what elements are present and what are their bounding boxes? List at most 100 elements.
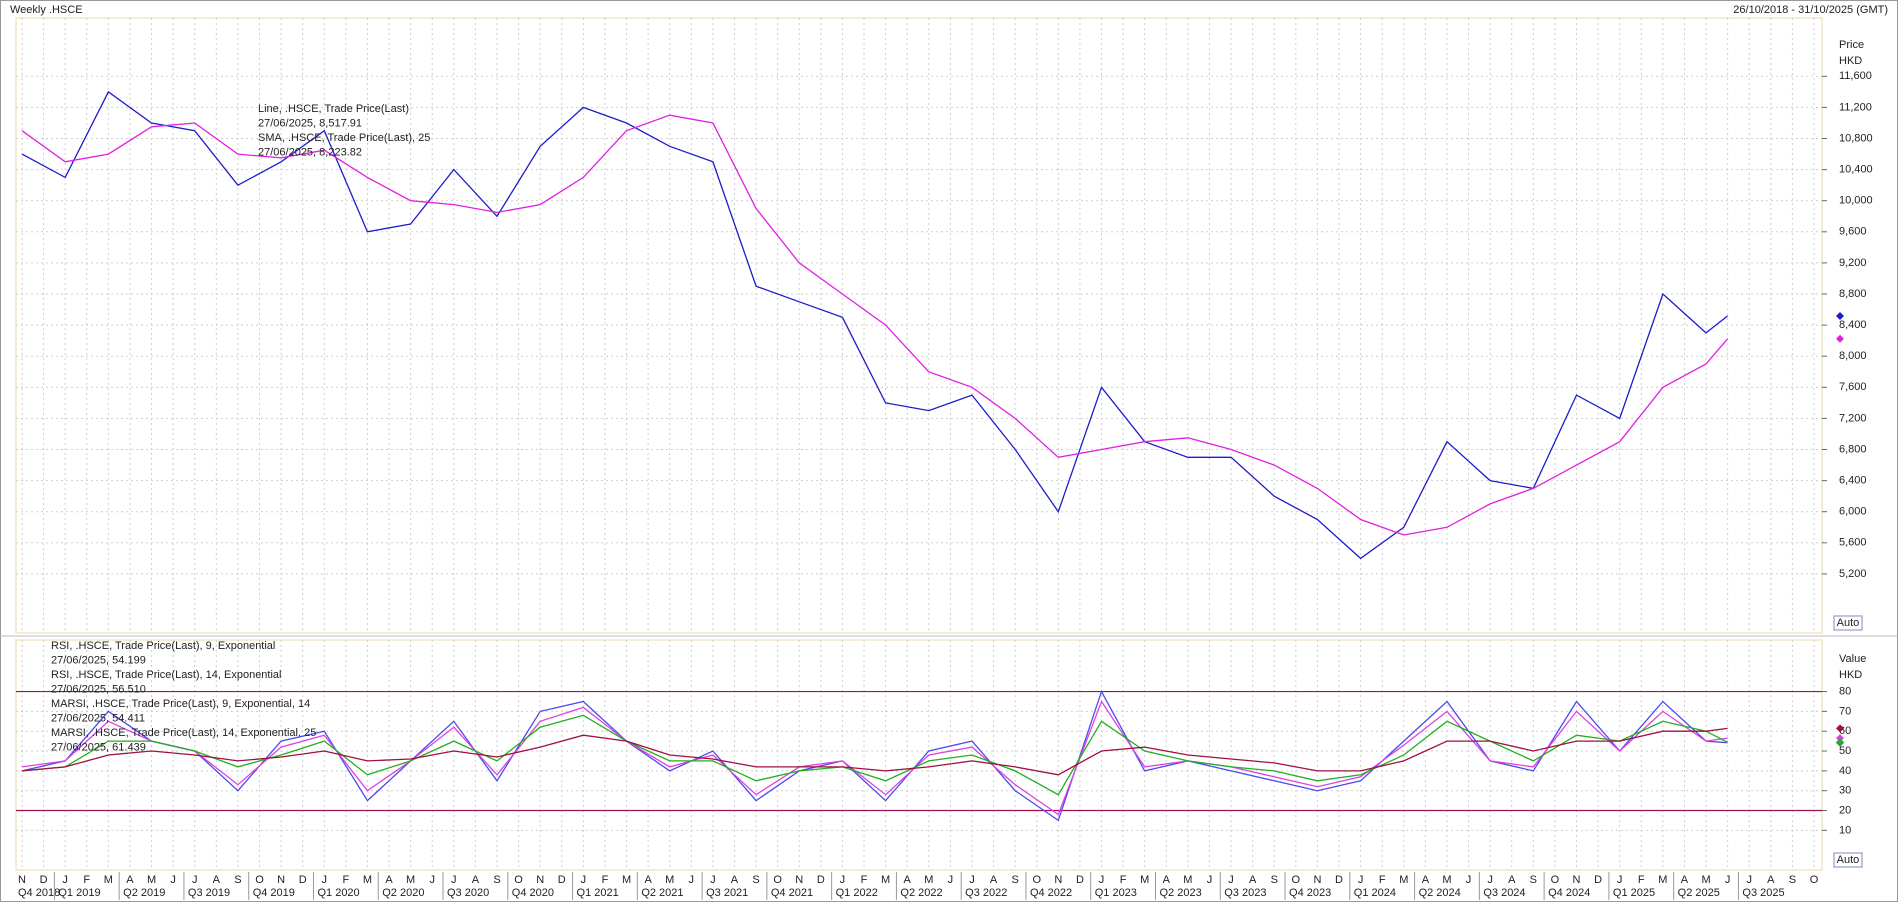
y-tick-label: 5,200 [1839, 568, 1867, 580]
scale-button[interactable] [1833, 615, 1863, 631]
month-label: F [1379, 874, 1386, 886]
quarter-label: Q4 2019 [253, 887, 295, 899]
y-tick-label: 5,600 [1839, 537, 1867, 549]
y-tick-label: 10,800 [1839, 132, 1873, 144]
month-label: O [1551, 874, 1560, 886]
month-label: F [602, 874, 609, 886]
legend-last-value: 27/06/2025, 8,223.82 [258, 146, 362, 158]
month-label: M [1701, 874, 1710, 886]
y-tick-label: 6,400 [1839, 475, 1867, 487]
quarter-label: Q3 2023 [1224, 887, 1266, 899]
y-tick-label: 9,600 [1839, 226, 1867, 238]
month-label: A [213, 874, 221, 886]
month-label: J [1746, 874, 1752, 886]
quarter-label: Q4 2022 [1030, 887, 1072, 899]
y-tick-label: 70 [1839, 705, 1851, 717]
month-label: M [665, 874, 674, 886]
quarter-label: Q2 2020 [382, 887, 424, 899]
series-line [21, 727, 1728, 776]
month-label: S [493, 874, 500, 886]
quarter-label: Q3 2019 [188, 887, 230, 899]
month-label: F [861, 874, 868, 886]
quarter-label: Q3 2025 [1742, 887, 1784, 899]
month-label: M [622, 874, 631, 886]
month-label: N [536, 874, 544, 886]
y-tick-label: 30 [1839, 785, 1851, 797]
month-label: M [924, 874, 933, 886]
month-label: A [990, 874, 998, 886]
scale-button-label[interactable]: Auto [1837, 854, 1860, 866]
month-label: N [277, 874, 285, 886]
month-label: S [1789, 874, 1796, 886]
month-label: A [1163, 874, 1171, 886]
month-label: A [1422, 874, 1430, 886]
month-label: S [752, 874, 759, 886]
month-label: M [406, 874, 415, 886]
date-range: 26/10/2018 - 31/10/2025 (GMT) [1733, 4, 1888, 16]
month-label: F [1638, 874, 1645, 886]
month-label: J [451, 874, 457, 886]
month-label: N [1054, 874, 1062, 886]
month-label: D [1594, 874, 1602, 886]
month-label: N [795, 874, 803, 886]
quarter-label: Q1 2022 [836, 887, 878, 899]
series-line [21, 114, 1729, 536]
month-label: A [644, 874, 652, 886]
scale-button[interactable] [1833, 852, 1863, 868]
month-label: A [126, 874, 134, 886]
month-label: S [1530, 874, 1537, 886]
y-tick-label: 11,600 [1839, 70, 1872, 82]
y-tick-label: 8,000 [1839, 350, 1867, 362]
series-line [21, 689, 1728, 822]
month-label: J [1725, 874, 1731, 886]
month-label: O [1810, 874, 1819, 886]
quarter-label: Q1 2025 [1613, 887, 1655, 899]
month-label: J [1617, 874, 1623, 886]
month-label: J [1099, 874, 1105, 886]
month-label: S [1011, 874, 1018, 886]
y-tick-label: 6,800 [1839, 443, 1867, 455]
month-label: N [1313, 874, 1321, 886]
legend-name: SMA, .HSCE, Trade Price(Last), 25 [258, 132, 430, 144]
month-label: D [817, 874, 825, 886]
axis-unit: HKD [1839, 669, 1862, 681]
y-tick-label: 8,400 [1839, 319, 1867, 331]
scale-button-label[interactable]: Auto [1837, 617, 1860, 629]
month-label: M [1442, 874, 1451, 886]
y-tick-label: 11,200 [1839, 101, 1872, 113]
month-label: J [1207, 874, 1213, 886]
series-line [21, 90, 1729, 560]
month-label: M [147, 874, 156, 886]
month-label: J [322, 874, 328, 886]
quarter-label: Q4 2024 [1548, 887, 1590, 899]
month-label: M [1399, 874, 1408, 886]
month-label: D [40, 874, 48, 886]
month-label: N [18, 874, 26, 886]
quarter-label: Q3 2020 [447, 887, 489, 899]
legend-last-value: 27/06/2025, 54.411 [51, 712, 145, 724]
quarter-label: Q3 2022 [965, 887, 1007, 899]
legend-name: RSI, .HSCE, Trade Price(Last), 9, Expone… [51, 640, 275, 652]
last-value-marker [1836, 724, 1844, 733]
month-label: S [234, 874, 241, 886]
month-label: M [1140, 874, 1149, 886]
legend-name: MARSI, .HSCE, Trade Price(Last), 9, Expo… [51, 698, 310, 710]
quarter-label: Q4 2020 [512, 887, 554, 899]
axis-title: Value [1839, 653, 1866, 665]
month-label: M [1658, 874, 1667, 886]
month-label: J [170, 874, 176, 886]
series-line [21, 714, 1728, 796]
axis-title: Price [1839, 39, 1864, 51]
month-label: A [1508, 874, 1516, 886]
month-label: A [1767, 874, 1775, 886]
month-label: O [1292, 874, 1301, 886]
y-tick-label: 7,600 [1839, 381, 1867, 393]
month-label: A [731, 874, 739, 886]
legend-name: RSI, .HSCE, Trade Price(Last), 14, Expon… [51, 669, 282, 681]
month-label: M [881, 874, 890, 886]
y-tick-label: 10,400 [1839, 164, 1873, 176]
month-label: J [1487, 874, 1493, 886]
quarter-label: Q4 2018 [18, 887, 60, 899]
y-tick-label: 7,200 [1839, 412, 1867, 424]
month-label: A [1249, 874, 1257, 886]
